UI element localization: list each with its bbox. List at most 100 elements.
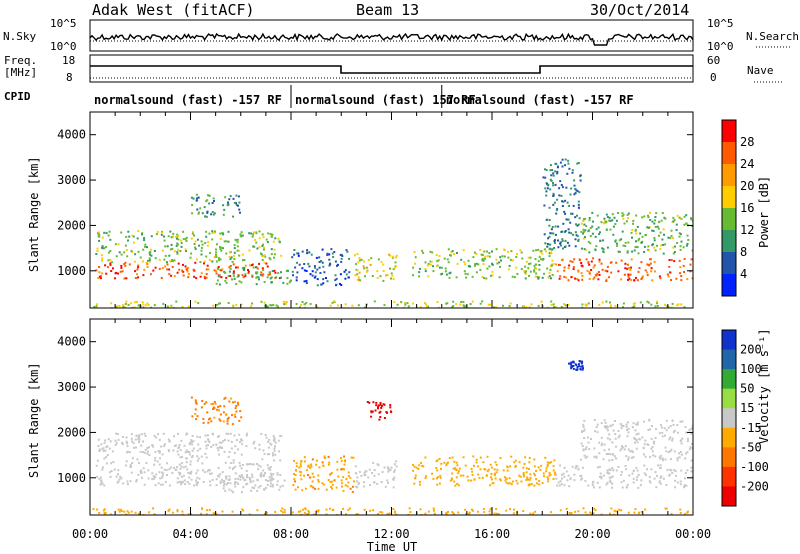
velocity-marks-cell bbox=[269, 479, 272, 482]
velocity-marks-cell bbox=[274, 445, 276, 448]
velocity-marks-cell bbox=[375, 401, 378, 404]
velocity-marks-cell bbox=[130, 471, 133, 474]
velocity-marks-cell bbox=[563, 475, 566, 478]
velocity-marks-cell bbox=[321, 482, 324, 485]
velocity-marks-cell bbox=[651, 450, 654, 453]
power-marks-cell bbox=[134, 270, 137, 273]
power-marks-cell bbox=[632, 302, 635, 305]
velocity-marks-cell bbox=[634, 429, 637, 432]
power-marks-cell bbox=[627, 275, 630, 278]
power-marks-cell bbox=[161, 267, 164, 270]
power-marks-cell bbox=[509, 302, 512, 305]
nave-tick-low: 0 bbox=[710, 71, 717, 84]
power-marks-cell bbox=[216, 243, 218, 246]
velocity-marks-cell bbox=[179, 449, 182, 452]
power-marks-cell bbox=[168, 268, 171, 271]
velocity-marks-cell bbox=[344, 460, 346, 463]
velocity-marks-cell bbox=[228, 466, 231, 469]
power-marks-cell bbox=[121, 270, 124, 273]
power-marks-cell bbox=[685, 244, 688, 247]
velocity-marks-cell bbox=[241, 508, 244, 511]
power-marks-cell bbox=[540, 250, 543, 252]
power-marks-cell bbox=[412, 266, 415, 269]
velocity-marks-cell bbox=[220, 441, 223, 444]
velocity-marks-cell bbox=[499, 479, 502, 482]
power-marks-cell bbox=[124, 264, 127, 267]
velocity-marks-cell bbox=[344, 459, 347, 462]
velocity-marks-cell bbox=[218, 453, 221, 456]
power-marks-cell bbox=[574, 188, 577, 191]
velocity-marks-cell bbox=[636, 441, 639, 444]
power-marks-cell bbox=[172, 260, 174, 262]
power-marks-cell bbox=[175, 244, 178, 247]
power-marks-cell bbox=[242, 276, 245, 279]
velocity-marks-cell bbox=[217, 405, 220, 408]
power-marks-cell bbox=[182, 237, 185, 240]
velocity-marks-cell bbox=[411, 463, 414, 466]
velocity-marks-cell bbox=[315, 463, 318, 466]
velocity-marks-cell bbox=[185, 449, 188, 452]
velocity-marks-cell bbox=[209, 484, 212, 487]
power-marks-cell bbox=[580, 230, 583, 233]
velocity-marks-cell bbox=[293, 473, 295, 475]
power-marks-cell bbox=[136, 300, 138, 303]
velocity-marks-cell bbox=[317, 474, 320, 477]
power-marks-cell bbox=[528, 306, 531, 308]
power-marks-cell bbox=[561, 165, 564, 168]
power-marks-cell bbox=[605, 300, 608, 303]
power-marks-cell bbox=[160, 231, 163, 234]
velocity-marks-cell bbox=[573, 479, 576, 482]
velocity-marks-cell bbox=[639, 484, 642, 487]
velocity-marks-cell bbox=[608, 448, 611, 451]
velocity-marks-cell bbox=[234, 415, 237, 418]
power-marks-cell bbox=[451, 306, 454, 308]
velocity-marks-cell bbox=[519, 475, 522, 478]
velocity-marks-cell bbox=[615, 457, 618, 460]
power-marks-cell bbox=[672, 237, 674, 239]
power-marks-cell bbox=[258, 262, 261, 265]
power-marks-cell bbox=[633, 249, 636, 252]
power-marks-cell bbox=[561, 240, 564, 242]
power-marks-cell bbox=[137, 250, 140, 253]
velocity-marks-cell bbox=[148, 454, 151, 456]
y-tick-label: 1000 bbox=[57, 264, 86, 278]
velocity-marks-cell bbox=[181, 480, 184, 483]
power-marks-cell bbox=[320, 283, 323, 286]
power-marks-cell bbox=[469, 303, 472, 305]
power-marks-cell bbox=[572, 233, 575, 236]
power-marks-cell bbox=[358, 278, 360, 281]
power-marks-cell bbox=[589, 227, 592, 229]
velocity-marks-cell bbox=[228, 451, 231, 453]
power-marks-cell bbox=[123, 251, 126, 254]
velocity-marks-cell bbox=[232, 491, 235, 494]
power-marks-cell bbox=[571, 171, 574, 174]
power-marks-cell bbox=[413, 251, 416, 253]
power-marks-cell bbox=[646, 226, 649, 229]
power-marks-cell bbox=[572, 268, 575, 271]
power-marks-cell bbox=[424, 302, 426, 304]
power-marks-cell bbox=[137, 264, 140, 267]
velocity-marks-cell bbox=[256, 462, 258, 465]
velocity-marks-cell bbox=[254, 484, 257, 487]
velocity-marks-cell bbox=[690, 466, 693, 469]
power-marks-cell bbox=[659, 277, 662, 280]
power-marks-cell bbox=[223, 270, 226, 273]
velocity-marks-cell bbox=[528, 461, 531, 464]
power-marks-cell bbox=[247, 269, 249, 271]
velocity-marks-cell bbox=[601, 442, 604, 445]
power-marks-cell bbox=[236, 238, 239, 241]
velocity-marks-cell bbox=[265, 436, 268, 439]
velocity-marks-cell bbox=[281, 507, 284, 510]
velocity-marks-cell bbox=[234, 485, 237, 488]
velocity-marks-cell bbox=[153, 459, 156, 462]
power-marks-cell bbox=[95, 253, 98, 255]
velocity-marks-cell bbox=[107, 438, 110, 441]
power-marks-cell bbox=[376, 270, 379, 273]
velocity-marks-cell bbox=[223, 480, 226, 482]
velocity-marks-cell bbox=[345, 478, 348, 480]
velocity-marks-cell bbox=[96, 475, 99, 478]
power-marks-cell bbox=[462, 304, 465, 307]
velocity-marks-cell bbox=[526, 476, 529, 479]
power-marks-cell bbox=[125, 277, 128, 280]
velocity-marks-cell bbox=[679, 450, 682, 453]
